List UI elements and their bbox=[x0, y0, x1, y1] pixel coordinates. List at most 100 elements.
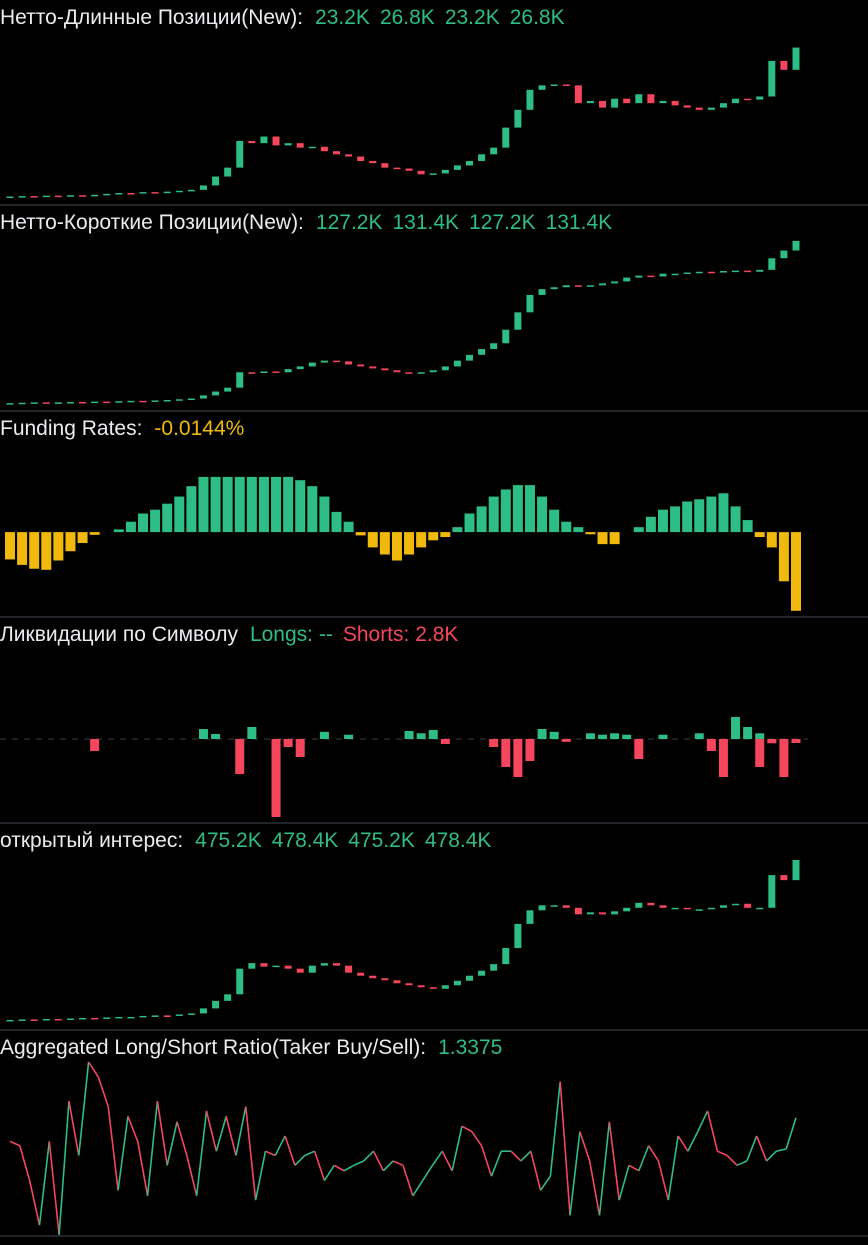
candle bbox=[381, 163, 389, 168]
candle bbox=[623, 277, 631, 282]
short-bar bbox=[283, 739, 293, 747]
line-segment bbox=[628, 1164, 640, 1172]
candle bbox=[514, 109, 522, 128]
candle bbox=[224, 387, 232, 392]
line-segment bbox=[441, 1150, 453, 1172]
candle bbox=[91, 1017, 99, 1020]
line-segment bbox=[274, 1135, 286, 1156]
line-segment bbox=[363, 1150, 375, 1162]
candle bbox=[671, 100, 679, 106]
panel-title: Нетто-Длинные Позиции(New): bbox=[0, 6, 303, 29]
candle bbox=[574, 285, 582, 287]
candle bbox=[719, 905, 727, 908]
line-segment bbox=[136, 1141, 149, 1196]
candle bbox=[272, 136, 280, 146]
candle bbox=[127, 400, 135, 403]
line-segment bbox=[87, 1061, 100, 1078]
line-segment bbox=[117, 1116, 129, 1191]
bar bbox=[512, 485, 523, 533]
candle bbox=[586, 912, 594, 915]
bar bbox=[234, 476, 245, 533]
bar bbox=[210, 476, 221, 533]
legend-value: 23.2K bbox=[445, 6, 500, 29]
bar bbox=[452, 527, 463, 533]
candle bbox=[405, 983, 413, 986]
bar bbox=[657, 509, 668, 533]
candle bbox=[586, 285, 594, 287]
candle bbox=[369, 160, 377, 164]
line-segment bbox=[618, 1165, 630, 1201]
panel-title: Aggregated Long/Short Ratio(Taker Buy/Se… bbox=[0, 1036, 426, 1059]
bar bbox=[77, 532, 88, 544]
bar bbox=[549, 509, 560, 533]
line-segment bbox=[677, 1135, 689, 1152]
bar bbox=[307, 486, 318, 533]
candle bbox=[187, 1013, 195, 1015]
line-segment bbox=[765, 1150, 777, 1162]
candle bbox=[345, 154, 353, 157]
bar bbox=[186, 486, 197, 533]
bar bbox=[258, 476, 269, 533]
panel-title: Нетто-Короткие Позиции(New): bbox=[0, 211, 304, 234]
candle bbox=[695, 107, 703, 110]
bar bbox=[343, 521, 354, 533]
candle bbox=[236, 140, 244, 168]
candle bbox=[574, 85, 582, 104]
bar bbox=[198, 476, 209, 533]
bar bbox=[488, 496, 499, 533]
line-segment bbox=[421, 1164, 434, 1181]
long-bar bbox=[585, 733, 595, 739]
bar bbox=[537, 496, 548, 533]
candle bbox=[659, 273, 667, 277]
line-segment bbox=[382, 1160, 394, 1172]
line-segment bbox=[343, 1164, 355, 1172]
candle bbox=[320, 963, 328, 966]
candle bbox=[707, 907, 715, 910]
candle bbox=[296, 366, 304, 370]
bar bbox=[476, 506, 487, 533]
line-segment bbox=[304, 1150, 315, 1157]
line-segment bbox=[19, 1145, 31, 1181]
short-bar bbox=[235, 739, 245, 774]
line-segment bbox=[549, 1081, 561, 1177]
candle bbox=[357, 364, 365, 367]
candle bbox=[478, 154, 486, 161]
candle bbox=[66, 1018, 74, 1020]
candle bbox=[707, 107, 715, 110]
line-segment bbox=[539, 1175, 552, 1191]
candle bbox=[332, 963, 340, 966]
candle bbox=[103, 193, 111, 196]
line-segment bbox=[313, 1150, 326, 1181]
candle bbox=[429, 370, 437, 373]
bar bbox=[440, 532, 451, 538]
line-segment bbox=[647, 1145, 660, 1162]
line-segment bbox=[333, 1164, 345, 1172]
candle bbox=[6, 403, 14, 405]
line-segment bbox=[412, 1180, 424, 1197]
line-segment bbox=[48, 1141, 60, 1235]
candle bbox=[175, 190, 183, 193]
line-segment bbox=[529, 1150, 542, 1191]
line-segment bbox=[294, 1154, 306, 1166]
candle bbox=[79, 401, 87, 404]
short-bar bbox=[295, 739, 305, 757]
line-segment bbox=[657, 1160, 670, 1201]
candle bbox=[611, 281, 619, 284]
line-segment bbox=[510, 1150, 522, 1162]
line-segment bbox=[146, 1101, 159, 1196]
candle bbox=[272, 965, 280, 968]
candle bbox=[502, 329, 510, 344]
bar bbox=[428, 532, 439, 541]
line-segment bbox=[667, 1135, 679, 1201]
line-segment bbox=[746, 1135, 758, 1162]
candle bbox=[780, 60, 788, 70]
candle bbox=[54, 195, 62, 198]
candle bbox=[30, 402, 38, 404]
bar bbox=[645, 516, 656, 533]
bar bbox=[597, 532, 608, 545]
candle bbox=[623, 907, 631, 912]
bar bbox=[416, 532, 427, 548]
candle bbox=[308, 965, 316, 973]
line-segment bbox=[245, 1106, 257, 1201]
line-segment bbox=[353, 1160, 365, 1167]
